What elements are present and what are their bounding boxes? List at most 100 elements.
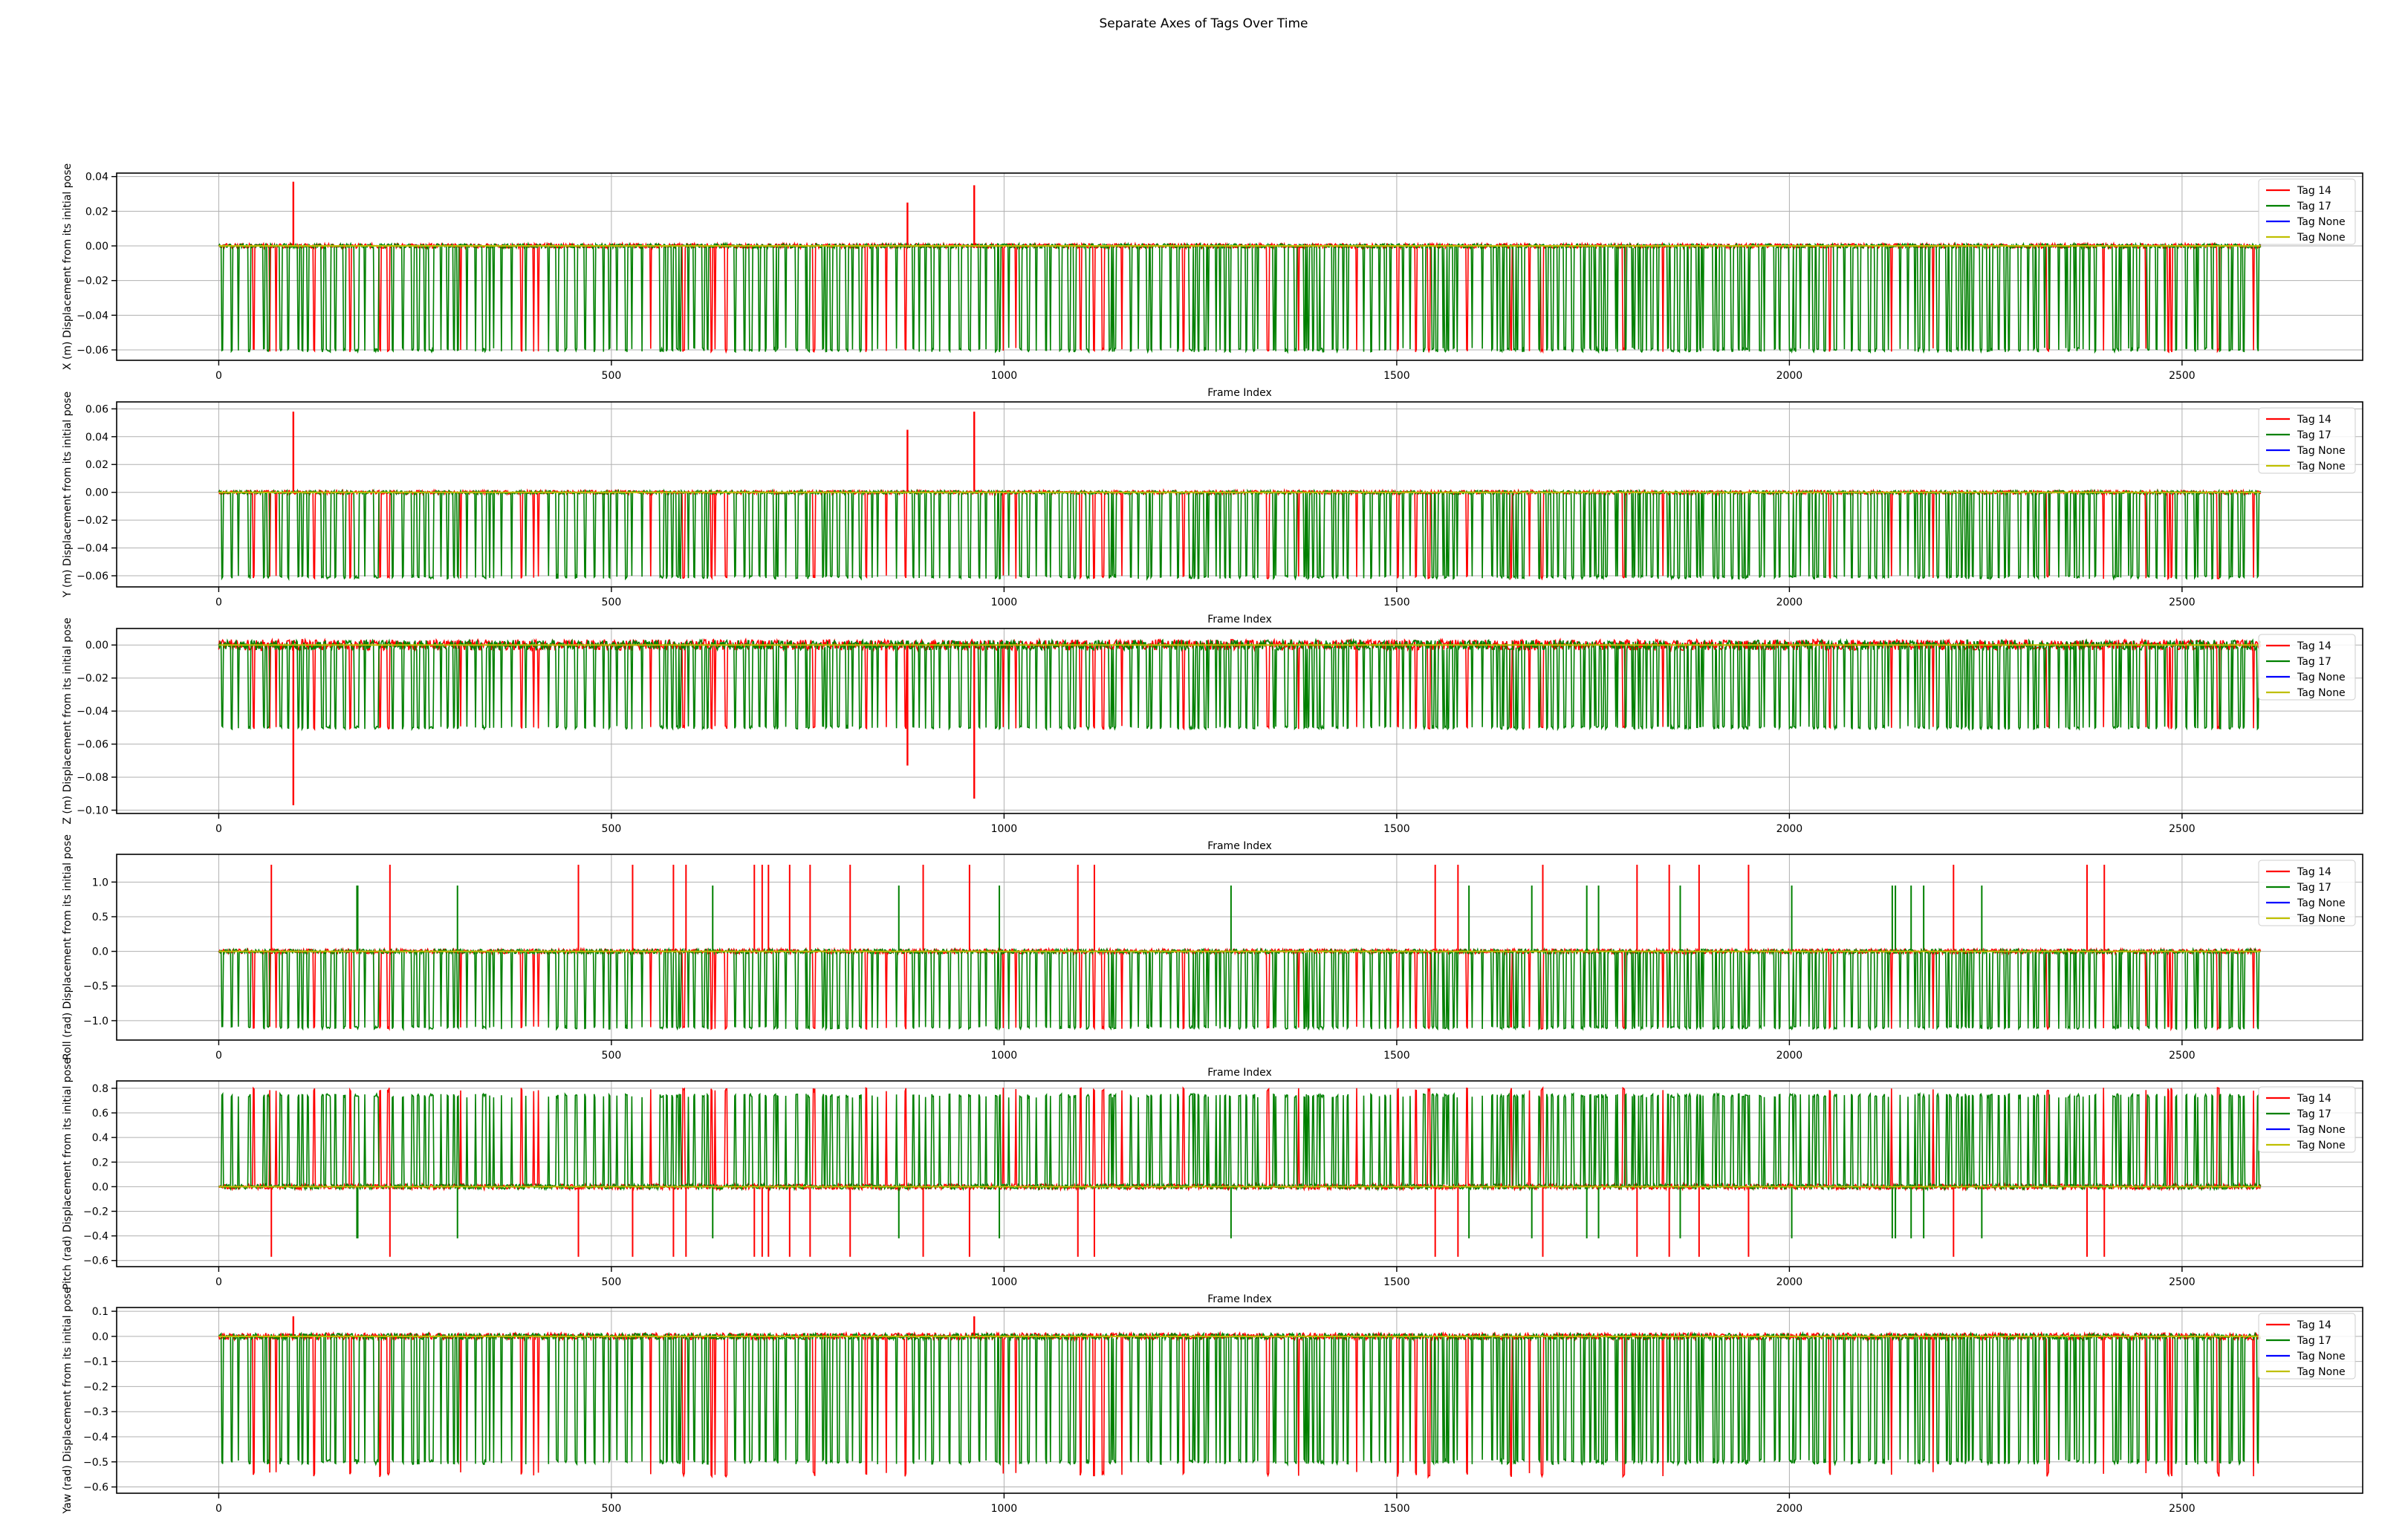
legend-box (2258, 1086, 2356, 1153)
legend-box (2258, 1313, 2356, 1380)
y-tick-label: −0.02 (77, 673, 108, 685)
y-tick-label: 0.2 (92, 1157, 108, 1169)
x-tick-label: 2000 (1776, 370, 1803, 382)
x-axis-label: Frame Index (1207, 1067, 1272, 1079)
legend-label: Tag None (2297, 1366, 2346, 1378)
x-axis-label: Frame Index (1207, 614, 1272, 626)
y-tick-label: −0.06 (77, 739, 108, 751)
series-tag-17 (218, 1091, 2262, 1192)
x-axis-label: Frame Index (1207, 1293, 1272, 1305)
x-tick-label: 0 (215, 370, 222, 382)
y-axis-label: Pitch (rad) Displacement from its initia… (62, 1058, 74, 1290)
y-tick-label: 0.5 (92, 912, 108, 923)
y-tick-label: −0.06 (77, 571, 108, 582)
legend-label: Tag None (2297, 461, 2346, 472)
subplot-5: 0 500 1000 1500 2000 2500 −0.6 −0.4 −0.2 0.0 0.2 0.… (62, 1058, 2363, 1305)
legend: Tag 14 Tag 17 Tag None Tag None (2258, 860, 2356, 926)
y-tick-label: −0.04 (77, 310, 108, 322)
legend-box (2258, 860, 2356, 926)
y-tick-label: −0.2 (83, 1381, 108, 1393)
x-axis-label: Frame Index (1207, 387, 1272, 399)
y-tick-label: −0.5 (83, 1457, 108, 1469)
subplot-6: 0 500 1000 1500 2000 2500 −0.6 −0.5 −0.4 −0.3 −0.2… (62, 1287, 2363, 1515)
legend-label: Tag 17 (2297, 1108, 2331, 1120)
y-tick-label: 0.6 (92, 1108, 108, 1120)
x-tick-label: 2500 (2169, 1050, 2196, 1062)
x-tick-label: 1500 (1383, 1503, 1410, 1515)
legend-label: Tag 17 (2297, 1335, 2331, 1347)
x-tick-label: 500 (602, 1050, 622, 1062)
y-tick-label: −0.06 (77, 345, 108, 357)
legend-label: Tag None (2297, 232, 2346, 244)
legend-label: Tag None (2297, 687, 2346, 699)
x-tick-label: 1000 (991, 370, 1018, 382)
legend: Tag 14 Tag 17 Tag None Tag None (2258, 1313, 2356, 1380)
x-tick-label: 500 (602, 823, 622, 835)
x-tick-label: 1000 (991, 1276, 1018, 1288)
x-tick-label: 500 (602, 1503, 622, 1515)
x-tick-label: 2000 (1776, 1503, 1803, 1515)
legend-label: Tag 14 (2297, 640, 2331, 652)
x-tick-label: 2500 (2169, 597, 2196, 608)
subplots: 0 500 1000 1500 2000 2500−0.06−0.04−0.020.000… (62, 163, 2363, 1515)
x-tick-label: 500 (602, 597, 622, 608)
y-tick-label: 0.00 (85, 241, 108, 253)
y-axis-label: Y (m) Displacement from its initial pose (62, 392, 74, 598)
x-tick-label: 2500 (2169, 1503, 2196, 1515)
y-tick-label: −0.4 (83, 1432, 108, 1443)
legend-label: Tag 17 (2297, 882, 2331, 894)
x-tick-label: 1000 (991, 597, 1018, 608)
legend-label: Tag None (2297, 445, 2346, 457)
y-tick-label: −0.6 (83, 1482, 108, 1494)
x-tick-label: 2500 (2169, 370, 2196, 382)
x-axis-label: Frame Index (1207, 840, 1272, 852)
legend-label: Tag 14 (2297, 414, 2331, 426)
x-tick-label: 2000 (1776, 823, 1803, 835)
y-tick-label: 0.0 (92, 1181, 108, 1193)
legend-label: Tag 14 (2297, 185, 2331, 197)
y-axis-label: Z (m) Displacement from its initial pose (62, 617, 74, 824)
axes-frame (116, 172, 2363, 361)
y-tick-label: 0.0 (92, 1331, 108, 1343)
x-tick-label: 500 (602, 1276, 622, 1288)
y-tick-label: 0.02 (85, 206, 108, 218)
axes-frame (116, 1080, 2363, 1267)
y-tick-label: −1.0 (83, 1016, 108, 1027)
x-tick-label: 2500 (2169, 823, 2196, 835)
legend-label: Tag 14 (2297, 866, 2331, 878)
legend-label: Tag 17 (2297, 656, 2331, 668)
y-tick-label: −0.02 (77, 276, 108, 288)
legend-label: Tag None (2297, 672, 2346, 683)
subplot-4: 0 500 1000 1500 2000 2500 −1.0 −0.5 0.0 0.5 1.0 Fra… (62, 834, 2363, 1079)
x-tick-label: 0 (215, 1503, 222, 1515)
legend-label: Tag 17 (2297, 429, 2331, 441)
subplot-2: 0 500 1000 1500 2000 2500 −0.06 −0.04 −0.02 0.00 0… (62, 392, 2363, 626)
x-tick-label: 1500 (1383, 370, 1410, 382)
y-tick-label: 0.8 (92, 1083, 108, 1095)
legend-label: Tag 17 (2297, 201, 2331, 212)
y-tick-label: −0.4 (83, 1231, 108, 1243)
subplot-1: 0 500 1000 1500 2000 2500 −0.06 −0.04 −0.02 0.00 0… (62, 163, 2363, 399)
series-tag-17 (218, 1331, 2262, 1467)
legend-box (2258, 634, 2356, 701)
x-tick-label: 1000 (991, 1503, 1018, 1515)
x-tick-label: 1500 (1383, 597, 1410, 608)
y-tick-label: −0.04 (77, 706, 108, 718)
figure-title: Separate Axes of Tags Over Time (1099, 16, 1308, 31)
legend-label: Tag 14 (2297, 1319, 2331, 1331)
legend-label: Tag None (2297, 216, 2346, 228)
y-tick-label: 0.06 (85, 403, 108, 415)
y-tick-label: 1.0 (92, 877, 108, 889)
y-tick-label: −0.6 (83, 1255, 108, 1267)
subplot-3: 0 500 1000 1500 2000 2500 −0.10 −0.08 −0.06 −0.04… (62, 617, 2363, 852)
x-tick-label: 0 (215, 597, 222, 608)
y-tick-label: 0.00 (85, 487, 108, 499)
y-tick-label: −0.02 (77, 515, 108, 527)
legend-label: Tag None (2297, 897, 2346, 909)
legend-label: Tag None (2297, 913, 2346, 925)
x-tick-label: 2000 (1776, 597, 1803, 608)
axes-frame (116, 628, 2363, 814)
y-tick-label: −0.10 (77, 805, 108, 817)
